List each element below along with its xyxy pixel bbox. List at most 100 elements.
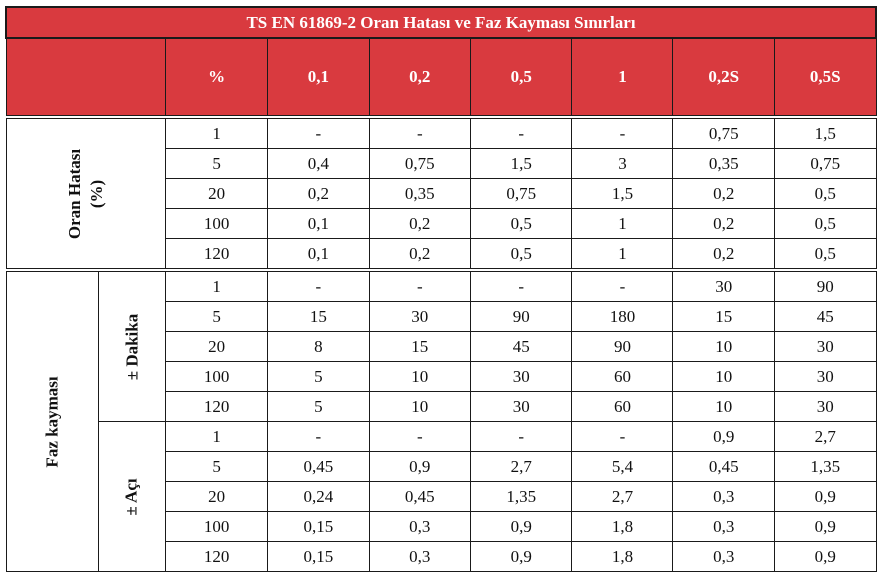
value-cell: 15 <box>368 331 471 362</box>
table-row: Oran Hatası (%) 1- - - -0,75 1,5 <box>5 118 877 269</box>
header-class-1: 1 <box>571 37 674 116</box>
value-cell: 0,1 <box>267 208 370 239</box>
table-row: 20 0,2 0,35 0,75 1,5 0,2 0,5 <box>6 178 877 209</box>
value-cell: 0,15 <box>267 511 370 542</box>
value-cell: 5 <box>267 391 370 422</box>
table-row: 5 0,45 0,9 2,7 5,4 0,45 1,35 <box>6 451 877 482</box>
table-row: Faz kayması ± Dakika 1- - - -30 90 <box>5 271 877 572</box>
value-cell: 10 <box>672 391 775 422</box>
value-cell: 30 <box>773 331 877 362</box>
value-cell: 0,1 <box>267 238 370 269</box>
value-cell: 0,2 <box>672 238 775 269</box>
value-cell: - <box>469 118 573 149</box>
value-cell: - <box>267 118 370 149</box>
value-cell: - <box>571 118 674 149</box>
value-cell: 0,3 <box>672 541 775 572</box>
header-blank <box>5 37 167 116</box>
value-cell: 8 <box>267 331 370 362</box>
value-cell: - <box>267 271 370 302</box>
value-cell: 0,75 <box>368 148 471 179</box>
value-cell: 1,5 <box>469 148 573 179</box>
value-cell: 0,2 <box>368 208 471 239</box>
value-cell: 5 <box>267 361 370 392</box>
header-class-0-2: 0,2 <box>368 37 471 116</box>
value-cell: 0,5 <box>773 178 877 209</box>
row-percent: 5 <box>165 451 269 482</box>
value-cell: 60 <box>571 361 674 392</box>
value-cell: 30 <box>368 301 471 332</box>
row-percent: 5 <box>165 148 269 179</box>
value-cell: 0,2 <box>368 238 471 269</box>
value-cell: - <box>368 271 471 302</box>
value-cell: 2,7 <box>469 451 573 482</box>
header-class-0-2s: 0,2S <box>672 37 775 116</box>
value-cell: 90 <box>571 331 674 362</box>
row-percent: 100 <box>165 511 269 542</box>
row-percent: 100 <box>165 361 269 392</box>
value-cell: 0,5 <box>773 238 877 269</box>
row-percent: 120 <box>165 541 269 572</box>
value-cell: 30 <box>469 391 573 422</box>
value-cell: 1 <box>571 208 674 239</box>
aci-label: ± Açı <box>97 421 167 572</box>
value-cell: 0,9 <box>773 541 877 572</box>
value-cell: 30 <box>773 361 877 392</box>
row-percent: 20 <box>165 178 269 209</box>
table-row: 20 0,24 0,45 1,35 2,7 0,3 0,9 <box>6 481 877 512</box>
dakika-text: ± Dakika <box>121 313 141 380</box>
value-cell: 0,9 <box>469 511 573 542</box>
value-cell: 0,9 <box>368 451 471 482</box>
value-cell: 1,5 <box>571 178 674 209</box>
value-cell: 1,35 <box>469 481 573 512</box>
value-cell: 0,75 <box>773 148 877 179</box>
value-cell: - <box>368 421 471 452</box>
row-percent: 20 <box>165 481 269 512</box>
value-cell: 15 <box>267 301 370 332</box>
value-cell: 10 <box>672 361 775 392</box>
table-row: 20 8 15 45 90 10 30 <box>6 331 877 362</box>
oran-hatasi-label: Oran Hatası (%) <box>5 118 167 269</box>
oran-hatasi-text-line1: Oran Hatası <box>64 148 84 239</box>
value-cell: - <box>469 421 573 452</box>
value-cell: 90 <box>773 271 877 302</box>
value-cell: 0,9 <box>469 541 573 572</box>
value-cell: 180 <box>571 301 674 332</box>
value-cell: 0,9 <box>672 421 775 452</box>
row-percent: 100 <box>165 208 269 239</box>
value-cell: 10 <box>368 361 471 392</box>
value-cell: 0,5 <box>773 208 877 239</box>
oran-hatasi-text-line2: (%) <box>86 179 106 208</box>
value-cell: 0,3 <box>672 481 775 512</box>
value-cell: - <box>571 421 674 452</box>
value-cell: - <box>571 271 674 302</box>
value-cell: 0,24 <box>267 481 370 512</box>
table-row: 100 5 10 30 60 10 30 <box>6 361 877 392</box>
value-cell: - <box>267 421 370 452</box>
table-row: 120 0,15 0,3 0,9 1,8 0,3 0,9 <box>6 541 877 572</box>
value-cell: 0,9 <box>773 481 877 512</box>
value-cell: 0,2 <box>267 178 370 209</box>
value-cell: 0,9 <box>773 511 877 542</box>
table-title: TS EN 61869-2 Oran Hatası ve Faz Kayması… <box>5 6 877 39</box>
value-cell: 0,35 <box>672 148 775 179</box>
row-percent: 1 <box>165 421 269 452</box>
value-cell: 60 <box>571 391 674 422</box>
value-cell: 0,3 <box>368 541 471 572</box>
oran-hatasi-text: Oran Hatası (%) <box>64 148 108 238</box>
value-cell: 90 <box>469 301 573 332</box>
value-cell: 0,3 <box>368 511 471 542</box>
value-cell: 0,2 <box>672 208 775 239</box>
row-percent: 20 <box>165 331 269 362</box>
value-cell: 0,5 <box>469 208 573 239</box>
value-cell: 1,8 <box>571 511 674 542</box>
value-cell: 45 <box>773 301 877 332</box>
table-row: 120 5 10 30 60 10 30 <box>6 391 877 422</box>
value-cell: 10 <box>368 391 471 422</box>
value-cell: 0,75 <box>469 178 573 209</box>
header-class-0-5s: 0,5S <box>773 37 877 116</box>
value-cell: 45 <box>469 331 573 362</box>
value-cell: 0,35 <box>368 178 471 209</box>
value-cell: 0,45 <box>368 481 471 512</box>
value-cell: 5,4 <box>571 451 674 482</box>
row-percent: 5 <box>165 301 269 332</box>
